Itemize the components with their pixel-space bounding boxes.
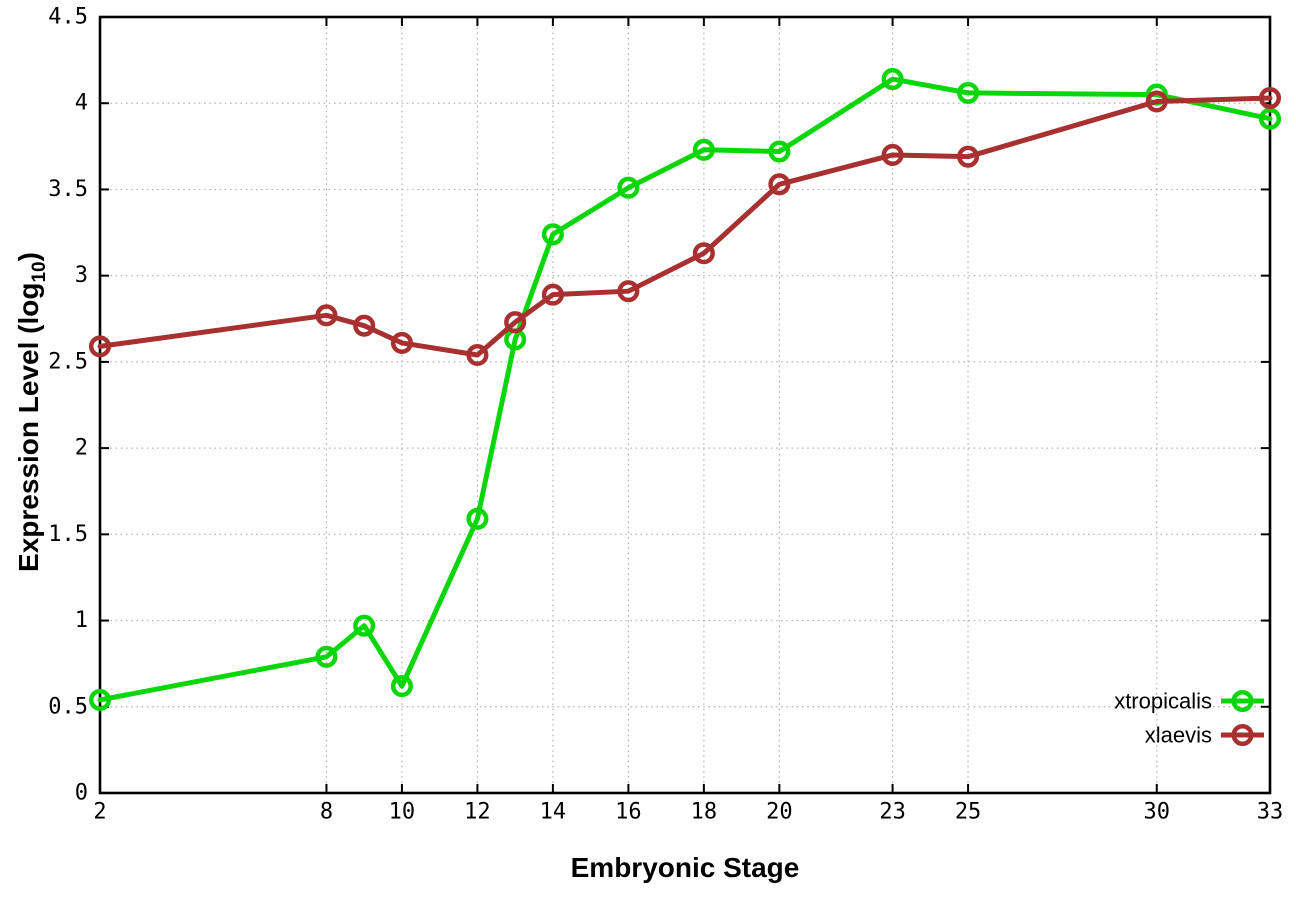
legend: xtropicalis xlaevis xyxy=(1114,689,1264,748)
y-axis-title-main: Expression Level (log xyxy=(13,283,44,572)
y-axis-title-close: ) xyxy=(13,252,44,261)
x-tick-label: 18 xyxy=(691,800,718,825)
plot-area: 2 8 10 12 14 16 18 20 23 25 30 33 0 0.5 1 1.5 2 2.5 3 3.5 4 4… xyxy=(48,5,1283,825)
y-tick-label: 4 xyxy=(75,91,88,116)
data-point-xlaevis xyxy=(353,314,376,337)
x-tick-label: 20 xyxy=(766,800,793,825)
plot-border xyxy=(98,15,1272,795)
x-tick-label: 16 xyxy=(615,800,642,825)
legend-label-xlaevis: xlaevis xyxy=(1145,723,1212,748)
data-point-xtropicalis xyxy=(617,176,640,199)
y-axis-title: Expression Level (log10) xyxy=(13,252,50,572)
legend-entry-xlaevis: xlaevis xyxy=(1145,723,1264,748)
data-point-xtropicalis xyxy=(541,223,564,246)
y-tick-label: 1.5 xyxy=(48,522,88,547)
data-point-xlaevis xyxy=(1258,86,1282,110)
x-tick-label: 14 xyxy=(540,800,567,825)
data-point-xlaevis xyxy=(617,280,640,303)
x-tick-label: 23 xyxy=(879,800,906,825)
data-point-xtropicalis xyxy=(1258,107,1282,130)
data-point-xtropicalis xyxy=(390,675,413,698)
x-tick-label: 2 xyxy=(93,800,106,825)
data-point-xlaevis xyxy=(315,304,338,327)
y-tick-label: 3 xyxy=(75,263,88,288)
data-point-xlaevis xyxy=(768,173,791,196)
series-line-xlaevis xyxy=(97,95,1273,358)
data-point-xlaevis xyxy=(88,335,112,358)
y-tick-label: 3.5 xyxy=(48,177,88,202)
y-axis-title-subscript: 10 xyxy=(29,261,50,282)
series-line-xtropicalis xyxy=(97,76,1273,703)
y-tick-label: 4.5 xyxy=(48,5,88,30)
data-point-xtropicalis xyxy=(957,81,980,104)
data-point-xlaevis xyxy=(390,331,413,354)
data-point-xlaevis xyxy=(957,145,980,168)
x-tick-label: 12 xyxy=(464,800,491,825)
data-point-xtropicalis xyxy=(881,68,904,91)
legend-sample-marker-xtropicalis xyxy=(1231,689,1254,713)
legend-sample-marker-xlaevis xyxy=(1231,723,1254,747)
data-point-xlaevis xyxy=(881,143,904,167)
data-point-xtropicalis xyxy=(88,688,112,711)
legend-entry-xtropicalis: xtropicalis xyxy=(1114,689,1264,714)
data-point-xlaevis xyxy=(466,343,489,367)
y-tick-label: 2.5 xyxy=(48,349,88,374)
y-tick-label: 2 xyxy=(75,436,88,461)
data-point-xtropicalis xyxy=(768,140,791,163)
data-point-xlaevis xyxy=(504,311,527,334)
data-point-xlaevis xyxy=(541,283,564,306)
x-tick-label: 33 xyxy=(1257,800,1284,825)
y-tick-label: 1 xyxy=(75,608,88,633)
data-point-xtropicalis xyxy=(466,507,489,530)
legend-label-xtropicalis: xtropicalis xyxy=(1114,689,1212,714)
x-tick-label: 10 xyxy=(389,800,416,825)
data-point-xtropicalis xyxy=(692,138,715,161)
data-point-xtropicalis xyxy=(315,645,338,668)
y-tick-label: 0.5 xyxy=(48,694,88,719)
x-tick-label: 30 xyxy=(1144,800,1171,825)
data-point-xlaevis xyxy=(1145,90,1168,113)
data-point-xlaevis xyxy=(692,242,715,265)
y-tick-label: 0 xyxy=(75,781,88,806)
x-tick-label: 25 xyxy=(955,800,982,825)
x-tick-label: 8 xyxy=(320,800,333,825)
x-axis-title: Embryonic Stage xyxy=(571,852,800,883)
data-point-xtropicalis xyxy=(353,614,376,637)
